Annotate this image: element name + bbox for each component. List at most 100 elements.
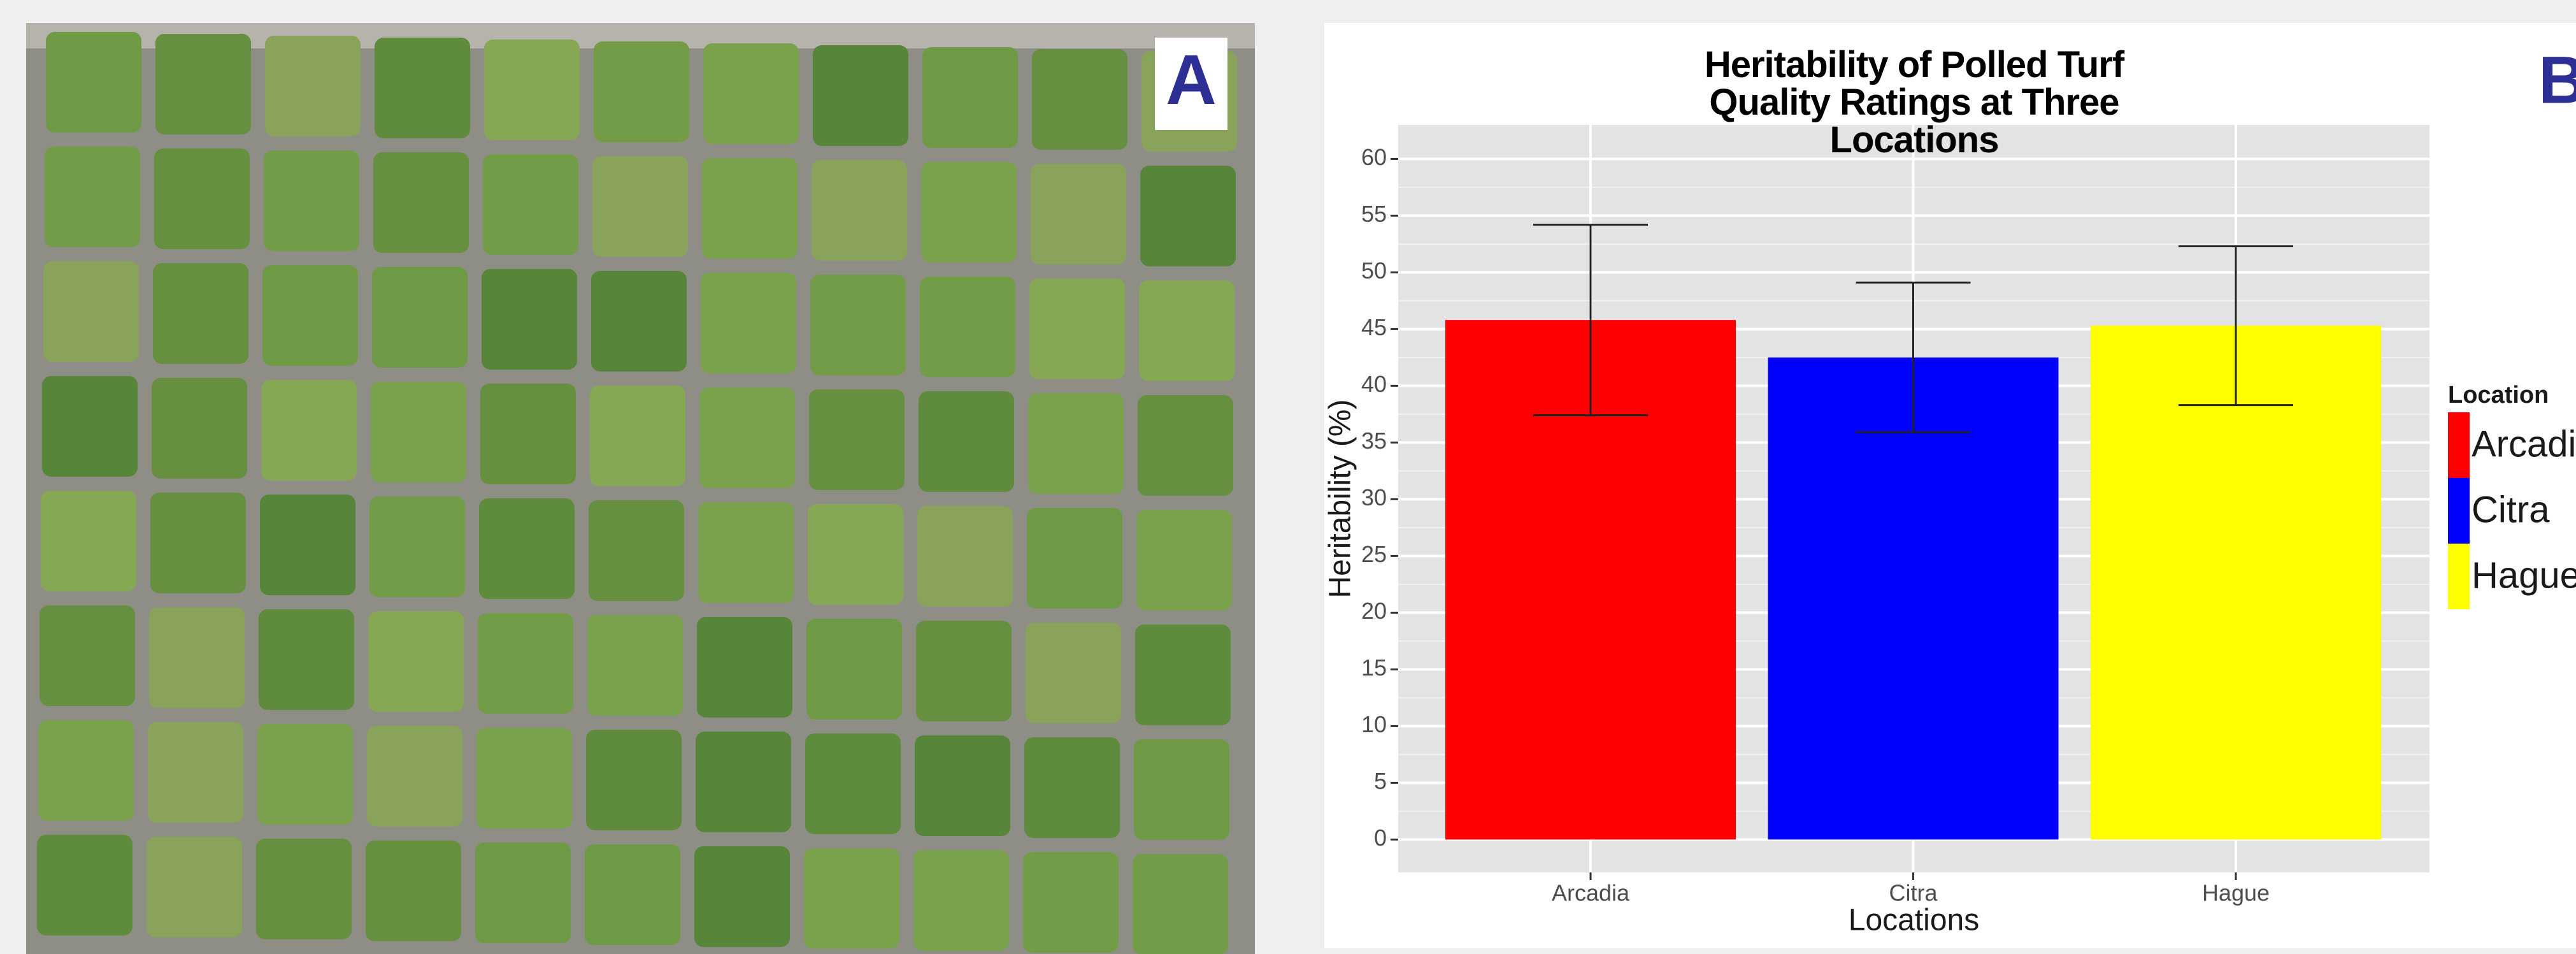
- legend-label: Hague: [2472, 554, 2576, 596]
- turf-plot: [922, 47, 1018, 148]
- y-tick-label: 30: [1361, 484, 1387, 510]
- turf-plot: [917, 506, 1013, 607]
- turf-plot: [1138, 395, 1233, 496]
- legend-key: [2448, 412, 2470, 478]
- turf-plot: [372, 267, 468, 368]
- figure-canvas: A B 051015202530354045505560ArcadiaArcad…: [0, 0, 2576, 954]
- turf-plot: [367, 726, 462, 827]
- turf-plot: [153, 263, 248, 364]
- turf-plot: [150, 493, 246, 593]
- turf-plot: [1029, 278, 1125, 379]
- turf-plot: [373, 152, 469, 253]
- turf-plot: [921, 162, 1017, 263]
- turf-plot: [480, 384, 576, 484]
- turf-plot: [590, 386, 685, 486]
- turf-plot: [482, 269, 577, 370]
- turf-plot: [1023, 852, 1119, 953]
- y-tick-label: 55: [1361, 201, 1387, 227]
- x-axis-label: Locations: [1849, 904, 1979, 937]
- legend-key: [2448, 478, 2470, 544]
- turf-plot: [476, 728, 572, 828]
- y-tick-label: 20: [1361, 598, 1387, 624]
- turf-plot: [260, 495, 355, 595]
- turf-plot: [804, 848, 899, 949]
- turf-plot: [37, 835, 132, 936]
- turf-plot: [38, 720, 134, 821]
- turf-plot: [149, 607, 245, 708]
- turf-plot: [1031, 164, 1126, 264]
- turf-plot: [585, 844, 680, 945]
- turf-plot: [592, 156, 688, 257]
- turf-plot: [1134, 739, 1229, 840]
- turf-plot: [366, 841, 461, 941]
- turf-plot: [147, 837, 242, 937]
- turf-plot: [154, 148, 250, 249]
- turf-plot: [1139, 280, 1234, 381]
- turf-plot: [915, 735, 1010, 836]
- x-tick-label: Hague: [2202, 880, 2270, 906]
- turf-plot: [375, 38, 470, 138]
- turf-plot: [43, 261, 139, 362]
- turf-plot: [1135, 625, 1231, 725]
- turf-plot: [594, 41, 689, 142]
- y-tick-label: 0: [1374, 825, 1387, 851]
- y-tick-label: 40: [1361, 371, 1387, 397]
- turf-plot: [920, 277, 1015, 377]
- turf-plot: [698, 502, 794, 603]
- turf-plot: [805, 734, 901, 834]
- panel-label: B: [2538, 43, 2576, 118]
- turf-plot: [45, 147, 140, 247]
- turf-plot: [152, 378, 247, 479]
- turf-plot: [256, 839, 352, 939]
- turf-plot: [696, 732, 791, 832]
- turf-plot: [371, 382, 466, 482]
- turf-plot: [264, 150, 359, 251]
- y-axis-label: Heritability (%): [1324, 399, 1357, 598]
- turf-plot: [1028, 393, 1124, 494]
- legend-label: Citra: [2472, 489, 2550, 530]
- panel-label: A: [1166, 41, 1216, 119]
- turf-plot: [1133, 854, 1228, 954]
- turf-plot: [703, 43, 799, 144]
- turf-plot: [809, 389, 905, 490]
- turf-plot: [1140, 166, 1236, 266]
- turf-plot: [259, 609, 354, 710]
- turf-plot: [257, 724, 353, 825]
- turf-plot: [479, 498, 575, 599]
- turf-plot: [155, 34, 251, 134]
- turf-plot: [586, 730, 682, 830]
- figure: A B 051015202530354045505560ArcadiaArcad…: [0, 0, 2576, 954]
- x-tick-label: Arcadia: [1552, 880, 1630, 906]
- y-tick-label: 60: [1361, 144, 1387, 170]
- turf-plot: [41, 491, 136, 591]
- y-tick-label: 50: [1361, 257, 1387, 284]
- turf-plot: [369, 496, 465, 597]
- turf-plot: [1026, 623, 1121, 723]
- turf-plot: [1136, 510, 1232, 611]
- turf-plot: [591, 271, 687, 372]
- turf-plot: [806, 619, 902, 719]
- turf-plot: [913, 850, 1009, 951]
- turf-plot: [701, 273, 796, 373]
- turf-plot: [261, 380, 357, 481]
- turf-plot: [589, 500, 684, 601]
- turf-plot: [810, 275, 906, 375]
- turf-plot: [368, 611, 464, 712]
- y-tick-label: 10: [1361, 711, 1387, 737]
- turf-plot: [475, 842, 571, 943]
- turf-plot: [1032, 49, 1127, 150]
- x-tick-label: Citra: [1889, 880, 1938, 906]
- turf-plot: [265, 36, 361, 136]
- y-tick-label: 15: [1361, 654, 1387, 681]
- turf-plot: [812, 160, 907, 261]
- turf-plot: [813, 45, 908, 146]
- y-tick-label: 35: [1361, 428, 1387, 454]
- turf-plot: [587, 615, 683, 716]
- legend-label: Arcadia: [2472, 423, 2576, 465]
- y-tick-label: 45: [1361, 314, 1387, 340]
- turf-plot: [39, 605, 135, 706]
- turf-plot: [916, 621, 1012, 721]
- turf-plot: [699, 387, 795, 488]
- legend-title: Location: [2448, 382, 2549, 408]
- y-tick-label: 25: [1361, 541, 1387, 567]
